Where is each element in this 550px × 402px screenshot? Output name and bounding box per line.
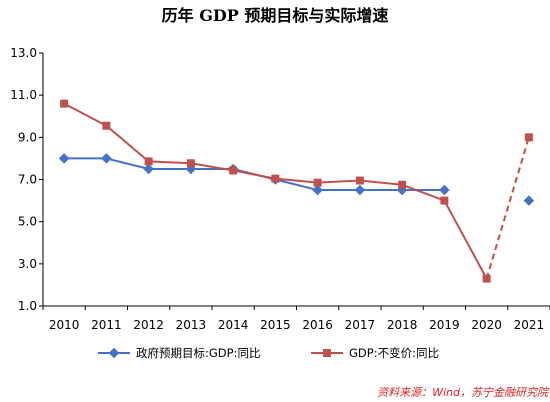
legend-swatch-marker [108,347,120,359]
y-tick-label: 7.0 [18,173,37,187]
series-1-point [186,159,195,168]
x-tick-label: 2011 [91,318,122,332]
series-1-point [144,157,153,166]
legend-item-0: 政府预期目标:GDP:同比 [98,346,260,360]
series-0-segment [275,178,318,192]
x-tick-label: 2014 [218,318,249,332]
series-1-point [271,174,280,183]
legend-item-1: GDP:不变价:同比 [311,346,439,360]
series-0-point [354,184,366,196]
series-1-point [440,196,449,205]
series-1-segment [443,200,488,280]
y-tick-label: 11.0 [10,88,37,102]
x-tick-label: 2010 [49,318,80,332]
x-tick-label: 2015 [260,318,291,332]
series-1-segment [105,124,150,163]
series-layer [58,99,535,283]
series-1-segment [359,179,403,186]
series-1-segment [232,169,276,180]
series-1-point [355,176,364,185]
legend: 政府预期目标:GDP:同比 GDP:不变价:同比 [98,346,439,360]
x-tick-label: 2017 [345,318,376,332]
series-1-point [229,166,238,175]
x-tick-label: 2013 [176,318,207,332]
series-1-segment [190,162,234,172]
y-axis: 13.0 11.0 9.0 7.0 5.0 3.0 1.0 [10,46,44,313]
series-1-segment [63,102,107,127]
y-tick-label: 9.0 [18,130,37,144]
series-1-point [102,121,111,130]
series-1-segment [485,137,530,279]
series-1-point [313,178,322,187]
x-axis: 2010 2011 2012 2013 2014 2015 2016 2017 2018 2019… [42,305,550,332]
series-1-segment [148,160,191,165]
series-1-segment [317,179,360,184]
series-1-point [482,274,491,283]
series-0-point [523,195,535,206]
series-1-point [524,133,533,142]
x-tick-label: 2012 [133,318,164,332]
series-0-point [101,153,112,164]
series-0-point [58,153,70,164]
y-tick-label: 1.0 [18,299,37,313]
series-0-point [312,184,323,196]
legend-label: GDP:不变价:同比 [349,346,439,360]
x-tick-label: 2018 [387,318,418,332]
series-1-segment [401,183,445,202]
source-note: 资料来源：Wind，苏宁金融研究院 [377,386,550,399]
chart-title: 历年 GDP 预期目标与实际增速 [162,6,389,25]
series-0 [58,153,535,206]
x-tick-label: 2021 [514,318,545,332]
legend-label: 政府预期目标:GDP:同比 [136,346,260,360]
x-tick-label: 2019 [429,318,460,332]
y-tick-label: 5.0 [18,215,37,229]
series-0-point [439,184,450,196]
series-1 [60,99,533,283]
series-0-point [143,163,154,175]
y-tick-label: 3.0 [18,257,37,271]
series-1-point [398,180,407,189]
x-tick-label: 2020 [471,318,502,332]
legend-swatch-marker [323,349,331,357]
series-1-point [60,99,69,108]
y-tick-label: 13.0 [10,46,37,60]
series-1-segment [275,177,318,184]
x-tick-label: 2016 [302,318,333,332]
series-0-segment [106,157,149,170]
